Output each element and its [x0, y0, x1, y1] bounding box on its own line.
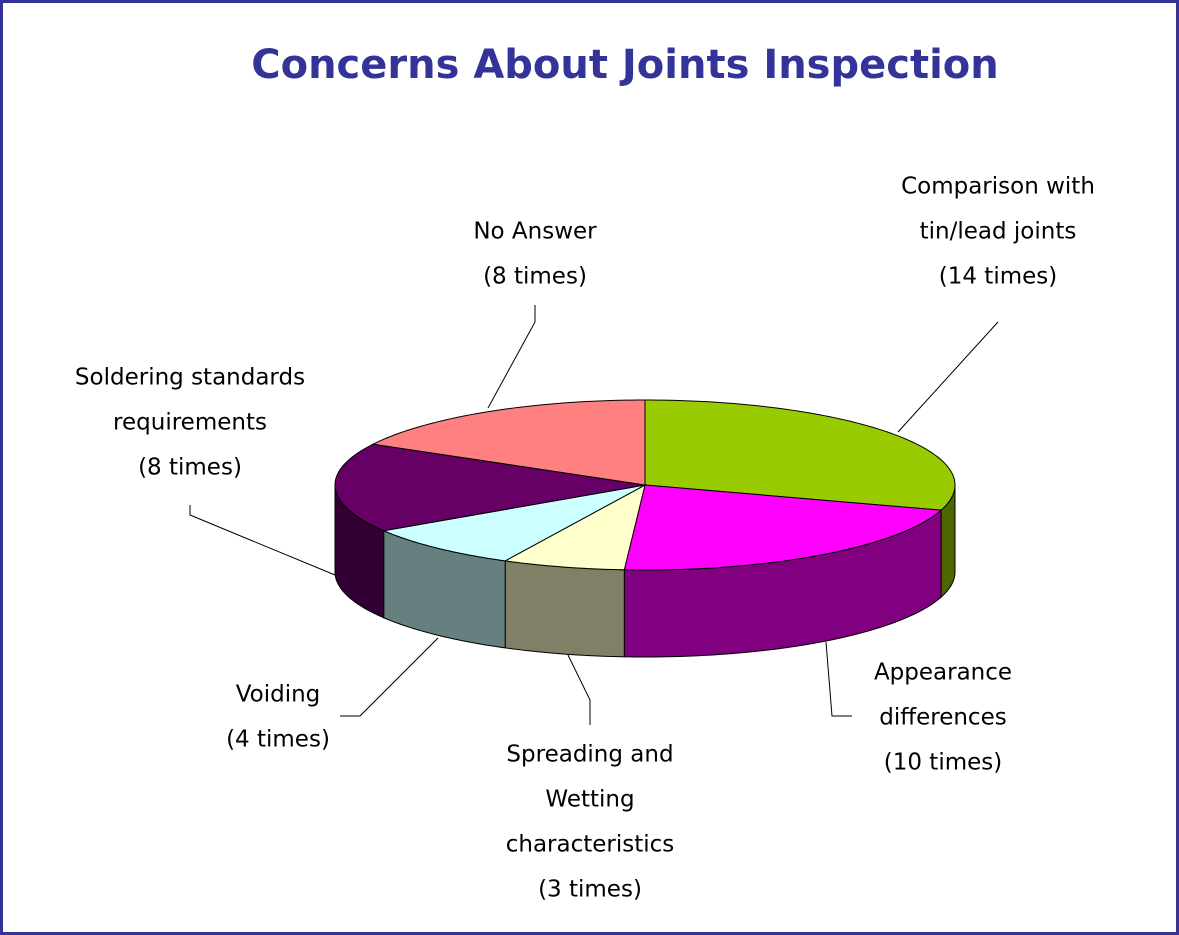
value-label: (8 times) [138, 455, 242, 481]
slice-label: Soldering standards [75, 365, 305, 391]
leader-line [340, 637, 439, 717]
slice-side [504, 560, 625, 658]
slice [503, 484, 646, 571]
slice [334, 443, 646, 532]
slice-label: Spreading and [506, 742, 673, 768]
value-label: (4 times) [226, 727, 330, 753]
slice [623, 484, 943, 571]
slice-label: No Answer [473, 219, 597, 245]
slice [371, 399, 646, 486]
slice-label: characteristics [506, 832, 675, 858]
slice [644, 399, 956, 511]
slice-label: tin/lead joints [920, 219, 1077, 245]
value-label: (8 times) [483, 264, 587, 290]
leader-line [825, 641, 852, 717]
leader-line [897, 321, 999, 433]
leader-line [189, 505, 336, 576]
chart-title: Concerns About Joints Inspection [251, 42, 999, 88]
value-label: (14 times) [939, 264, 1057, 290]
value-label: (10 times) [884, 750, 1002, 776]
leader-line [567, 654, 591, 725]
slice-label: Voiding [236, 682, 321, 708]
slice-label: requirements [113, 410, 267, 436]
slice-label: Wetting [545, 787, 634, 813]
slice-label: Comparison with [901, 174, 1095, 200]
value-label: (3 times) [538, 877, 642, 903]
slice-label: differences [879, 705, 1006, 731]
slice [381, 484, 646, 562]
leader-line [487, 305, 536, 409]
slice-label: Appearance [874, 660, 1012, 686]
